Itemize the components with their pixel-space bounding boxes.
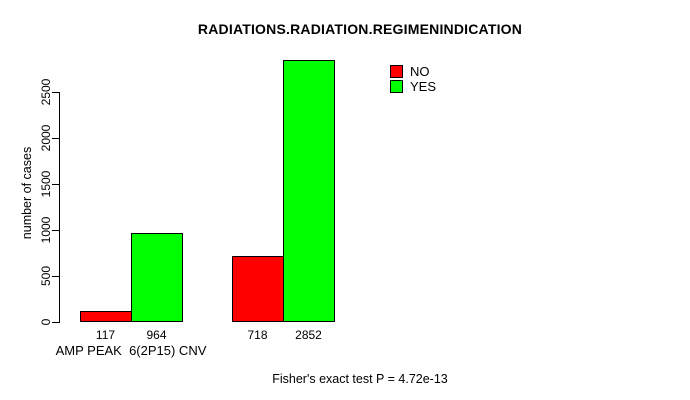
y-axis-tick xyxy=(52,138,59,139)
y-axis-tick-label: 0 xyxy=(39,318,53,326)
chart-title: RADIATIONS.RADIATION.REGIMENINDICATION xyxy=(197,21,523,37)
legend: NO YES xyxy=(390,65,436,95)
legend-item-no: NO xyxy=(390,65,436,78)
bar-value-label: 718 xyxy=(247,328,268,342)
bar-yes-group1 xyxy=(131,233,183,322)
y-axis-tick-label: 1000 xyxy=(39,216,53,244)
fisher-test-annotation: Fisher's exact test P = 4.72e-13 xyxy=(272,372,448,386)
y-axis-line xyxy=(59,92,60,323)
legend-swatch-yes xyxy=(390,80,403,93)
y-axis-tick xyxy=(52,276,59,277)
bar-value-label: 2852 xyxy=(295,328,322,342)
y-axis-tick xyxy=(52,92,59,93)
bar-value-label: 964 xyxy=(146,328,167,342)
y-axis-tick xyxy=(52,184,59,185)
legend-item-yes: YES xyxy=(390,80,436,93)
legend-label: NO xyxy=(410,64,430,79)
bar-yes-group2 xyxy=(283,60,335,322)
y-axis-tick-label: 1500 xyxy=(39,170,53,198)
bar-value-label: 117 xyxy=(95,328,116,342)
y-axis-tick-label: 2500 xyxy=(39,78,53,106)
bar-no-group2 xyxy=(232,256,284,322)
legend-label: YES xyxy=(410,79,437,94)
y-axis-tick-label: 2000 xyxy=(39,124,53,152)
legend-swatch-no xyxy=(390,65,403,78)
x-axis-group-label: AMP PEAK 6(2P15) CNV xyxy=(55,343,207,358)
bar-no-group1 xyxy=(80,311,132,322)
y-axis-tick xyxy=(52,230,59,231)
y-axis-tick-label: 500 xyxy=(39,265,53,287)
y-axis-tick xyxy=(52,322,59,323)
